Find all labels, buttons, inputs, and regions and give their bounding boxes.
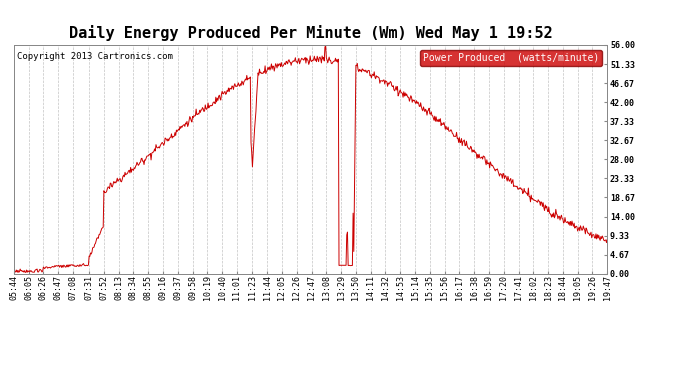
Title: Daily Energy Produced Per Minute (Wm) Wed May 1 19:52: Daily Energy Produced Per Minute (Wm) We… <box>69 25 552 41</box>
Legend: Power Produced  (watts/minute): Power Produced (watts/minute) <box>420 50 602 66</box>
Text: Copyright 2013 Cartronics.com: Copyright 2013 Cartronics.com <box>17 52 172 61</box>
